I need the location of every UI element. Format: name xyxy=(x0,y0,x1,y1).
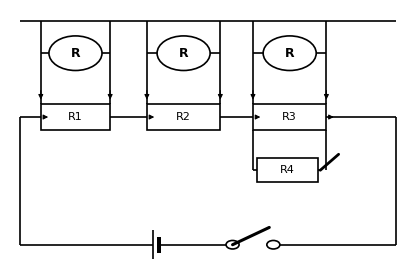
Text: R4: R4 xyxy=(280,165,295,175)
Bar xyxy=(253,104,326,130)
Bar xyxy=(41,104,110,130)
Text: R: R xyxy=(71,47,80,60)
Text: R: R xyxy=(285,47,295,60)
Bar xyxy=(257,158,318,182)
Text: R1: R1 xyxy=(68,112,83,122)
Bar xyxy=(147,104,220,130)
Text: R2: R2 xyxy=(176,112,191,122)
Text: R: R xyxy=(179,47,188,60)
Text: R3: R3 xyxy=(282,112,297,122)
Bar xyxy=(157,237,161,253)
